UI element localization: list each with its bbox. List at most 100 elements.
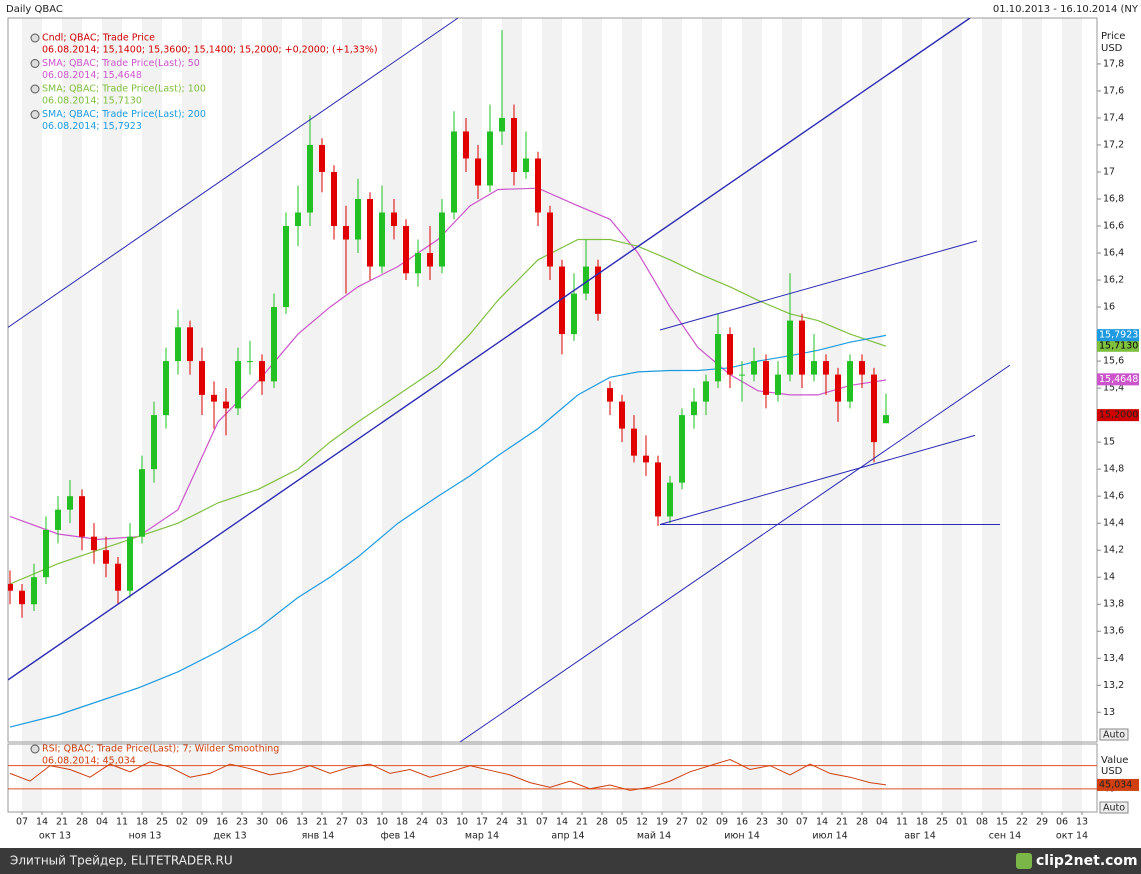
candle-body bbox=[355, 199, 361, 240]
x-tick-label: 24 bbox=[496, 817, 508, 828]
week-stripe bbox=[662, 18, 682, 812]
week-stripe bbox=[702, 18, 722, 812]
x-tick-label: 01 bbox=[956, 817, 968, 828]
week-stripe bbox=[222, 18, 242, 812]
auto-button[interactable] bbox=[1099, 801, 1129, 814]
candle-body bbox=[103, 550, 109, 564]
candle-body bbox=[175, 327, 181, 362]
y-tick-label: 17,6 bbox=[1103, 85, 1124, 96]
candle-body bbox=[775, 374, 781, 395]
y-tick-label: 15,4 bbox=[1103, 383, 1124, 394]
x-tick-label: 25 bbox=[156, 817, 168, 828]
candle-body bbox=[403, 226, 409, 274]
month-label: дек 13 bbox=[213, 831, 246, 842]
x-tick-label: 17 bbox=[476, 817, 488, 828]
week-stripe bbox=[462, 18, 482, 812]
candle-body bbox=[199, 361, 205, 395]
week-stripe bbox=[822, 18, 842, 812]
week-stripe bbox=[62, 18, 82, 812]
candle-body bbox=[583, 266, 589, 294]
candle-body bbox=[823, 361, 829, 375]
candle-body bbox=[475, 158, 481, 186]
legend-icon bbox=[30, 110, 40, 119]
candle-body bbox=[19, 590, 25, 605]
y-tick-label: 14,6 bbox=[1103, 491, 1124, 502]
candle-body bbox=[871, 374, 877, 443]
x-tick-label: 09 bbox=[716, 817, 728, 828]
x-tick-label: 13 bbox=[1076, 817, 1088, 828]
legend-name: SMA; QBAC; Trade Price(Last); 200 bbox=[42, 109, 206, 120]
month-label: фев 14 bbox=[381, 831, 416, 842]
candle-body bbox=[727, 334, 733, 375]
candle-body bbox=[571, 293, 577, 335]
y-tick-label: 14,2 bbox=[1103, 545, 1124, 556]
last-value-box bbox=[1097, 339, 1139, 352]
y-tick-label: 15 bbox=[1103, 437, 1115, 448]
legend-icon bbox=[30, 744, 40, 754]
candle-body bbox=[367, 199, 373, 267]
candle-body bbox=[331, 171, 337, 227]
footer-source: Элитный Трейдер, ELITETRADER.RU bbox=[10, 854, 233, 868]
auto-button[interactable] bbox=[1099, 728, 1129, 741]
candle-body bbox=[607, 388, 613, 402]
x-tick-label: 08 bbox=[976, 817, 988, 828]
candle-body bbox=[343, 226, 349, 240]
y-tick-label: 17,4 bbox=[1103, 112, 1124, 123]
candle-body bbox=[187, 327, 193, 362]
month-label: июл 14 bbox=[812, 831, 847, 842]
x-tick-label: 25 bbox=[936, 817, 948, 828]
candle-body bbox=[811, 361, 817, 375]
last-value-label: 45,034 bbox=[1099, 779, 1132, 790]
legend-icon bbox=[30, 84, 40, 94]
candle-body bbox=[151, 415, 157, 470]
candle-body bbox=[679, 415, 685, 483]
candle-body bbox=[859, 361, 865, 375]
rsi-axis-unit: USD bbox=[1101, 766, 1123, 777]
y-tick-label: 13,6 bbox=[1103, 626, 1124, 637]
x-tick-label: 21 bbox=[316, 817, 328, 828]
x-tick-label: 14 bbox=[816, 817, 828, 828]
x-tick-label: 24 bbox=[416, 817, 428, 828]
x-tick-label: 12 bbox=[636, 817, 648, 828]
week-stripe bbox=[742, 18, 762, 812]
x-tick-label: 13 bbox=[296, 817, 308, 828]
legend-icon bbox=[30, 33, 40, 43]
week-stripe bbox=[902, 18, 922, 812]
x-tick-label: 16 bbox=[216, 817, 228, 828]
legend-name: SMA; QBAC; Trade Price(Last); 100 bbox=[42, 84, 206, 95]
candle-body bbox=[883, 415, 889, 424]
x-tick-label: 02 bbox=[696, 817, 708, 828]
week-stripe bbox=[22, 18, 42, 812]
y-tick-label: 14,8 bbox=[1103, 464, 1124, 475]
x-tick-label: 27 bbox=[336, 817, 348, 828]
week-stripe bbox=[622, 18, 642, 812]
auto-label[interactable]: Auto bbox=[1103, 803, 1125, 814]
x-tick-label: 23 bbox=[236, 817, 248, 828]
x-tick-label: 28 bbox=[76, 817, 88, 828]
y-tick-label: 15,6 bbox=[1103, 356, 1124, 367]
auto-label[interactable]: Auto bbox=[1103, 730, 1125, 741]
candle-body bbox=[235, 361, 241, 409]
candle-body bbox=[631, 428, 637, 456]
last-value-box bbox=[1097, 409, 1139, 422]
candle-body bbox=[259, 361, 265, 382]
month-label: янв 14 bbox=[302, 831, 335, 842]
week-stripe bbox=[542, 18, 562, 812]
x-tick-label: 27 bbox=[676, 817, 688, 828]
legend-detail: 06.08.2014; 45,034 bbox=[42, 756, 136, 767]
sma-line bbox=[9, 238, 887, 585]
x-tick-label: 04 bbox=[876, 817, 888, 828]
candle-body bbox=[115, 563, 121, 591]
brand-icon bbox=[1016, 853, 1032, 869]
legend-detail: 06.08.2014; 15,7130 bbox=[42, 96, 142, 107]
y-axis-unit: USD bbox=[1101, 43, 1123, 54]
candle-body bbox=[847, 361, 853, 402]
x-tick-label: 10 bbox=[376, 817, 388, 828]
week-stripe bbox=[342, 18, 362, 812]
candle-body bbox=[763, 361, 769, 395]
candle-body bbox=[415, 253, 421, 274]
candle-body bbox=[43, 529, 49, 578]
x-tick-label: 18 bbox=[136, 817, 148, 828]
x-tick-label: 06 bbox=[276, 817, 288, 828]
